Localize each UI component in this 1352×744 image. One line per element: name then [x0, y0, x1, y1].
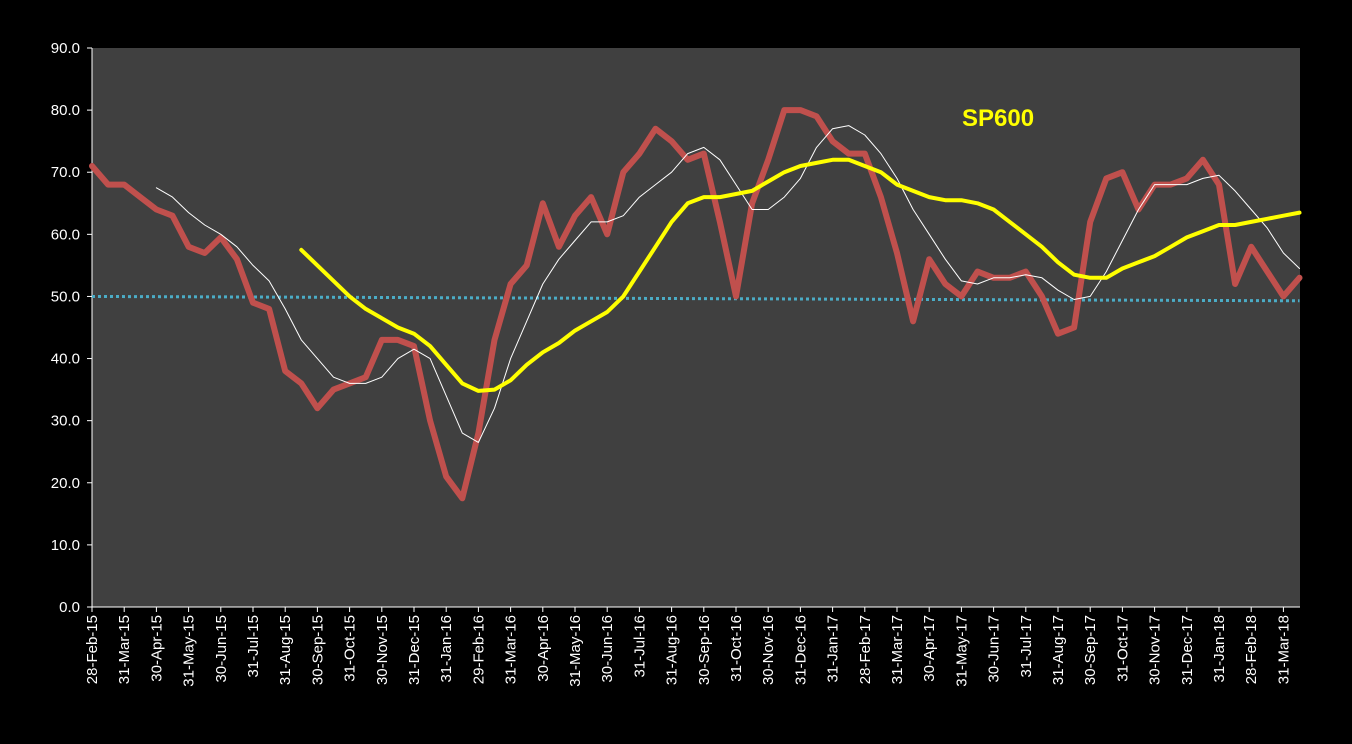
series-line [89, 107, 1303, 502]
x-tick-label: 28-Feb-18 [1243, 615, 1260, 684]
x-tick-label: 31-Jul-16 [631, 615, 648, 678]
x-tick-label: 30-Apr-15 [148, 615, 165, 682]
x-tick-label: 31-May-16 [567, 615, 584, 687]
x-tick-label: 30-Sep-15 [309, 615, 326, 685]
x-tick-label: 31-Mar-15 [116, 615, 133, 684]
series-line [299, 157, 1302, 393]
annotation: SP600 [962, 105, 1034, 132]
x-tick-label: 29-Feb-16 [470, 615, 487, 684]
x-tick-label: 31-May-17 [953, 615, 970, 687]
plot-area [92, 48, 1300, 607]
y-tick-label: 30.0 [51, 413, 80, 430]
y-tick-label: 40.0 [51, 351, 80, 368]
y-tick-label: 90.0 [51, 40, 80, 57]
x-tick-label: 28-Feb-17 [857, 615, 874, 684]
x-tick-label: 31-Dec-16 [792, 615, 809, 685]
x-tick-label: 28-Feb-15 [84, 615, 101, 684]
y-tick-label: 80.0 [51, 102, 80, 119]
x-tick-label: 31-Mar-18 [1275, 615, 1292, 684]
x-tick-label: 31-Dec-17 [1179, 615, 1196, 685]
x-tick-label: 30-Sep-16 [696, 615, 713, 685]
x-tick-label: 31-May-15 [181, 615, 198, 687]
x-tick-label: 31-Jan-16 [438, 615, 455, 683]
x-tick-label: 30-Nov-16 [760, 615, 777, 685]
x-tick-label: 31-Aug-17 [1050, 615, 1067, 685]
x-tick-label: 31-Jul-17 [1018, 615, 1035, 678]
y-tick-label: 50.0 [51, 288, 80, 305]
x-tick-label: 31-Mar-16 [503, 615, 520, 684]
x-tick-label: 31-Aug-16 [664, 615, 681, 685]
series-line [155, 125, 1300, 443]
x-tick-label: 30-Nov-15 [374, 615, 391, 685]
x-tick-label: 31-Oct-16 [728, 615, 745, 682]
x-tick-label: 31-Jul-15 [245, 615, 262, 678]
x-tick-label: 30-Jun-16 [599, 615, 616, 683]
x-tick-label: 31-Aug-15 [277, 615, 294, 685]
x-tick-label: 31-Jan-17 [825, 615, 842, 683]
y-tick-label: 70.0 [51, 164, 80, 181]
x-tick-label: 30-Jun-17 [986, 615, 1003, 683]
x-tick-label: 30-Apr-17 [921, 615, 938, 682]
x-tick-label: 30-Jun-15 [213, 615, 230, 683]
x-tick-label: 31-Jan-18 [1211, 615, 1228, 683]
x-tick-label: 31-Oct-17 [1114, 615, 1131, 682]
x-tick-label: 31-Dec-15 [406, 615, 423, 685]
x-tick-label: 31-Oct-15 [342, 615, 359, 682]
x-tick-label: 30-Apr-16 [535, 615, 552, 682]
y-tick-label: 20.0 [51, 475, 80, 492]
y-tick-label: 60.0 [51, 226, 80, 243]
x-tick-label: 30-Nov-17 [1147, 615, 1164, 685]
x-tick-label: 30-Sep-17 [1082, 615, 1099, 685]
y-tick-label: 10.0 [51, 537, 80, 554]
y-tick-label: 0.0 [59, 599, 80, 616]
x-tick-label: 31-Mar-17 [889, 615, 906, 684]
